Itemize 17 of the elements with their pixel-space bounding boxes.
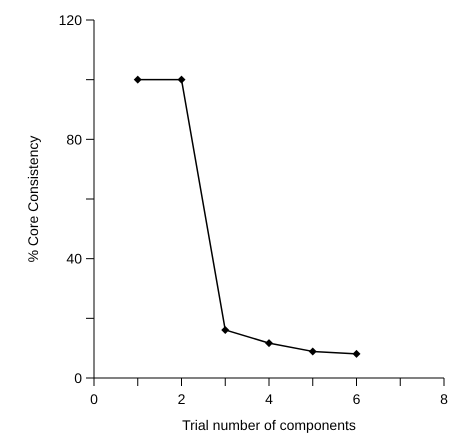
point — [134, 76, 142, 84]
point — [178, 76, 186, 84]
point — [308, 347, 317, 356]
point — [265, 339, 273, 348]
y-tick-label: 0 — [74, 370, 82, 386]
point — [352, 350, 360, 358]
x-tick-label: 2 — [178, 391, 186, 407]
y-tick-label: 40 — [66, 250, 82, 267]
y-tick-label: 120 — [58, 12, 82, 28]
x-tick-label: 6 — [352, 391, 361, 407]
x-tick-label: 4 — [265, 391, 274, 407]
x-tick-label: 8 — [440, 391, 448, 407]
y-axis-title: % Core Consistency — [25, 136, 41, 262]
y-tick-label: 80 — [66, 131, 82, 148]
x-tick-label: 0 — [90, 391, 98, 407]
x-axis-title: Trial number of components — [182, 417, 356, 433]
point — [221, 326, 230, 334]
